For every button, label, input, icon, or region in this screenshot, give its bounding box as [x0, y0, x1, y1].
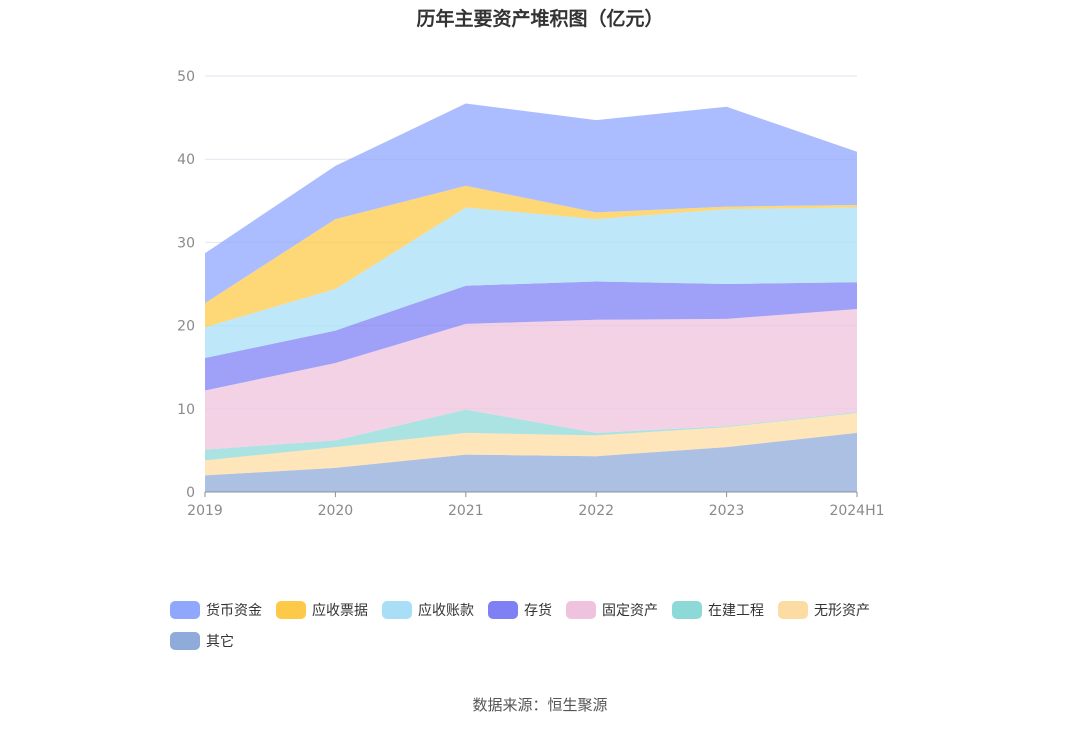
- legend-label: 应收账款: [418, 603, 474, 619]
- legend-item[interactable]: 在建工程: [672, 600, 764, 620]
- y-tick-label: 10: [177, 402, 195, 418]
- legend-item[interactable]: 应收账款: [382, 600, 474, 620]
- y-tick-label: 50: [177, 69, 195, 85]
- y-tick-label: 30: [177, 235, 195, 251]
- legend-label: 应收票据: [312, 603, 368, 619]
- area-series-无形资产[interactable]: [205, 413, 857, 476]
- area-layer: [205, 103, 857, 492]
- area-series-应收票据[interactable]: [205, 185, 857, 328]
- x-tick-label: 2021: [448, 503, 484, 519]
- chart-title: 历年主要资产堆积图（亿元）: [416, 8, 664, 30]
- x-tick-label: 2022: [578, 503, 614, 519]
- legend-swatch: [170, 601, 200, 619]
- area-series-其它[interactable]: [205, 432, 857, 492]
- legend-item[interactable]: 存货: [488, 600, 552, 620]
- data-source: 数据来源：恒生聚源: [472, 696, 608, 714]
- legend-item[interactable]: 应收票据: [276, 600, 368, 620]
- legend-swatch: [170, 632, 200, 650]
- x-tick-label: 2019: [187, 503, 223, 519]
- y-tick-label: 40: [177, 152, 195, 168]
- area-series-存货[interactable]: [205, 281, 857, 391]
- legend: 货币资金 应收票据 应收账款 存货 固定资产 在建工程 无形资产其它: [170, 600, 930, 651]
- legend-item[interactable]: 货币资金: [170, 600, 262, 620]
- legend-label: 固定资产: [602, 603, 658, 619]
- x-tick-label: 2023: [709, 503, 745, 519]
- legend-label: 无形资产: [814, 603, 870, 619]
- axis-layer: 0 10 20 30 40 50 2019 2020 2021 2022 2023 2024H1: [177, 69, 884, 519]
- x-tick-label: 2024H1: [829, 503, 884, 519]
- legend-swatch: [778, 601, 808, 619]
- legend-swatch: [672, 601, 702, 619]
- legend-item[interactable]: 其它: [170, 631, 234, 651]
- legend-label: 在建工程: [708, 603, 764, 619]
- legend-label: 存货: [524, 603, 552, 619]
- y-tick-label: 20: [177, 319, 195, 335]
- legend-swatch: [382, 601, 412, 619]
- legend-swatch: [488, 601, 518, 619]
- legend-label: 其它: [206, 634, 234, 650]
- stacked-area-chart: 0 10 20 30 40 50 2019 2020 2021 2022 2023 2024H1: [177, 69, 884, 519]
- legend-swatch: [566, 601, 596, 619]
- area-series-货币资金[interactable]: [205, 103, 857, 304]
- legend-label: 货币资金: [206, 603, 262, 619]
- area-series-应收账款[interactable]: [205, 207, 857, 359]
- x-tick-label: 2020: [318, 503, 354, 519]
- area-series-固定资产[interactable]: [205, 309, 857, 450]
- y-tick-label: 0: [186, 485, 195, 501]
- legend-swatch: [276, 601, 306, 619]
- legend-item[interactable]: 无形资产: [778, 600, 870, 620]
- legend-item[interactable]: 固定资产: [566, 600, 658, 620]
